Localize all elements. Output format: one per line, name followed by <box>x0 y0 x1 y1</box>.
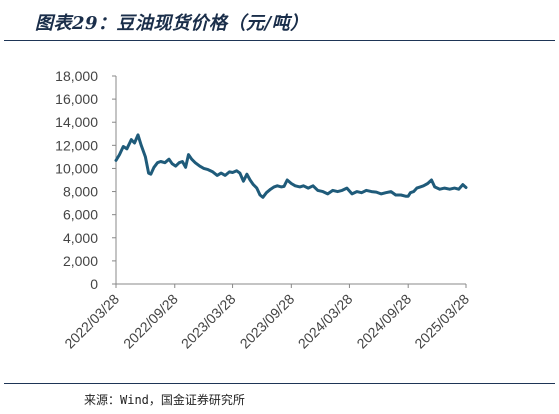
x-tick-label: 2022/09/28 <box>120 291 181 352</box>
footer-divider <box>4 383 555 384</box>
x-tick-label: 2023/09/28 <box>237 291 298 352</box>
y-tick-label: 4,000 <box>63 230 98 246</box>
source-note: 来源：Wind，国金证券研究所 <box>84 393 245 407</box>
y-tick-label: 2,000 <box>63 253 98 269</box>
x-tick-label: 2024/03/28 <box>295 291 356 352</box>
x-tick-label: 2022/03/28 <box>61 291 122 352</box>
y-tick-label: 18,000 <box>55 68 98 84</box>
y-tick-label: 10,000 <box>55 160 98 176</box>
y-tick-label: 16,000 <box>55 91 98 107</box>
y-tick-label: 14,000 <box>55 114 98 130</box>
title-divider <box>4 40 555 41</box>
chart-title: 图表29：豆油现货价格（元/吨） <box>35 13 309 34</box>
x-tick-label: 2025/03/28 <box>411 291 472 352</box>
y-tick-label: 8,000 <box>63 184 98 200</box>
x-tick-label: 2023/03/28 <box>178 291 239 352</box>
y-tick-label: 12,000 <box>55 137 98 153</box>
y-tick-label: 6,000 <box>63 207 98 223</box>
y-axis: 0 2,000 4,000 6,000 8,000 10,000 12,000 14,000 1… <box>55 68 117 292</box>
price-line-chart: 0 2,000 4,000 6,000 8,000 10,000 12,000 14,000 1… <box>55 68 472 352</box>
plot-area <box>114 133 468 199</box>
y-tick-label: 0 <box>90 276 98 292</box>
x-tick-label: 2024/09/28 <box>353 291 414 352</box>
x-axis: 2022/03/282022/09/282023/03/282023/09/28… <box>61 283 472 352</box>
price-series-line <box>114 133 468 199</box>
